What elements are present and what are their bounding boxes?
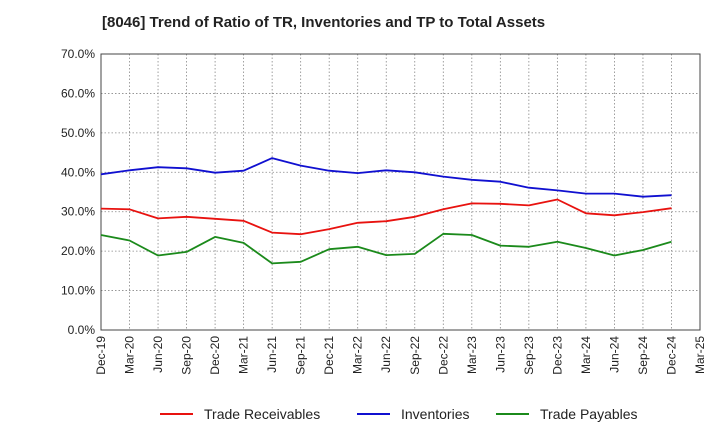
legend-label: Inventories [401, 406, 469, 422]
x-tick-label: Jun-22 [379, 336, 393, 373]
x-tick-label: Dec-19 [94, 336, 108, 375]
series-line-trade-receivables [100, 198, 672, 236]
x-tick-label: Jun-24 [607, 336, 621, 373]
x-tick-label: Dec-24 [664, 336, 678, 375]
x-tick-label: Mar-25 [693, 336, 707, 374]
series-lines [100, 157, 672, 265]
y-tick-label: 70.0% [61, 47, 95, 61]
chart-title: [8046] Trend of Ratio of TR, Inventories… [102, 14, 546, 31]
x-tick-label: Sep-22 [408, 336, 422, 375]
legend-item: Trade Payables [496, 406, 638, 422]
x-tick-label: Dec-20 [208, 336, 222, 375]
x-tick-label: Jun-23 [493, 336, 507, 373]
x-tick-label: Mar-24 [579, 336, 593, 374]
y-axis-tick-labels: 0.0% 10.0% 20.0% 30.0% 40.0% 50.0% 60.0% 70.0% [61, 47, 95, 337]
x-tick-label: Mar-20 [123, 336, 137, 374]
legend-item: Trade Receivables [160, 406, 320, 422]
y-tick-label: 20.0% [61, 244, 95, 258]
x-tick-label: Mar-21 [237, 336, 251, 374]
legend-label: Trade Receivables [204, 406, 320, 422]
y-tick-label: 0.0% [68, 323, 96, 337]
x-axis-tick-labels: Dec-19 Mar-20 Jun-20 Sep-20 Dec-20 Mar-21 Jun-… [94, 336, 707, 375]
x-tick-label: Dec-23 [550, 336, 564, 375]
series-line-inventories [100, 157, 672, 198]
legend-label: Trade Payables [540, 406, 638, 422]
x-tick-label: Jun-20 [151, 336, 165, 373]
legend: Trade Receivables Inventories Trade Payabl… [160, 406, 638, 422]
grid-lines [100, 53, 701, 331]
y-tick-label: 30.0% [61, 205, 95, 219]
x-tick-label: Sep-21 [294, 336, 308, 375]
plot-frame [100, 53, 701, 331]
y-tick-label: 60.0% [61, 86, 95, 100]
x-tick-label: Mar-22 [351, 336, 365, 374]
x-tick-label: Jun-21 [265, 336, 279, 373]
x-tick-label: Sep-24 [636, 336, 650, 375]
series-line-trade-payables [100, 232, 672, 265]
legend-item: Inventories [357, 406, 469, 422]
x-tick-label: Sep-23 [522, 336, 536, 375]
x-tick-label: Dec-22 [436, 336, 450, 375]
x-tick-label: Mar-23 [465, 336, 479, 374]
y-tick-label: 10.0% [61, 284, 95, 298]
x-tick-label: Sep-20 [180, 336, 194, 375]
y-tick-label: 50.0% [61, 126, 95, 140]
x-tick-label: Dec-21 [322, 336, 336, 375]
y-tick-label: 40.0% [61, 165, 95, 179]
